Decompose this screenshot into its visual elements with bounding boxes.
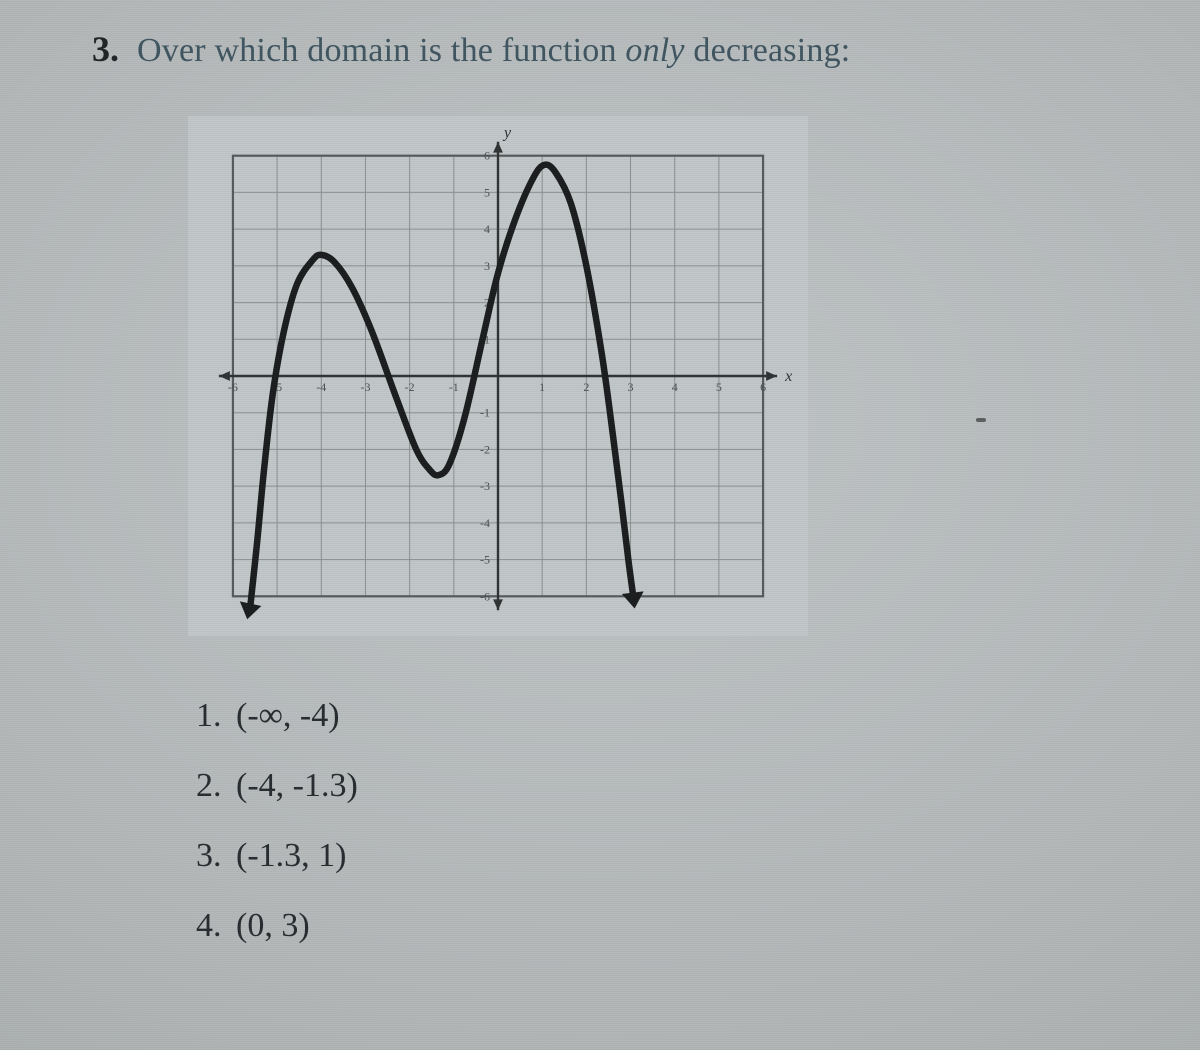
answer-option-4[interactable]: 4. (0, 3) — [196, 907, 1130, 945]
svg-text:-2: -2 — [480, 442, 490, 456]
svg-text:-3: -3 — [360, 380, 370, 394]
question-text-suffix: decreasing: — [685, 32, 851, 69]
answer-number: 4. — [196, 907, 226, 945]
answer-text: (-∞, -4) — [236, 697, 340, 735]
svg-text:-4: -4 — [316, 380, 326, 394]
function-graph: xy-6-5-4-3-2-1123456-6-5-4-3-2-1123456 — [188, 116, 808, 636]
answer-number: 1. — [196, 697, 226, 735]
svg-text:-3: -3 — [480, 479, 490, 493]
svg-text:-5: -5 — [480, 553, 490, 567]
svg-text:x: x — [784, 368, 792, 385]
svg-text:4: 4 — [672, 380, 678, 394]
svg-text:-6: -6 — [480, 589, 490, 603]
svg-text:3: 3 — [628, 380, 634, 394]
answer-number: 2. — [196, 767, 226, 805]
svg-text:4: 4 — [484, 222, 490, 236]
question-text-emphasis: only — [625, 32, 684, 69]
svg-text:2: 2 — [583, 380, 589, 394]
svg-text:-1: -1 — [449, 380, 459, 394]
svg-text:1: 1 — [539, 380, 545, 394]
graph-container: xy-6-5-4-3-2-1123456-6-5-4-3-2-1123456 — [188, 116, 1130, 641]
dust-speck — [976, 418, 986, 422]
svg-text:6: 6 — [484, 149, 490, 163]
answer-option-1[interactable]: 1. (-∞, -4) — [196, 697, 1130, 735]
svg-text:y: y — [502, 125, 512, 142]
question-text-prefix: Over which domain is the function — [137, 32, 625, 69]
answer-option-3[interactable]: 3. (-1.3, 1) — [196, 837, 1130, 875]
svg-text:6: 6 — [760, 380, 766, 394]
answer-option-2[interactable]: 2. (-4, -1.3) — [196, 767, 1130, 805]
svg-text:-2: -2 — [405, 380, 415, 394]
svg-text:-6: -6 — [228, 380, 238, 394]
answer-text: (-4, -1.3) — [236, 767, 358, 805]
answer-number: 3. — [196, 837, 226, 875]
question-number: 3. — [92, 28, 119, 70]
svg-text:-1: -1 — [480, 406, 490, 420]
worksheet-page: 3. Over which domain is the function onl… — [0, 0, 1200, 945]
answer-text: (0, 3) — [236, 907, 310, 945]
svg-text:5: 5 — [484, 185, 490, 199]
svg-text:-4: -4 — [480, 516, 490, 530]
answer-list: 1. (-∞, -4) 2. (-4, -1.3) 3. (-1.3, 1) 4… — [196, 697, 1130, 945]
question-block: 3. Over which domain is the function onl… — [92, 28, 1130, 70]
question-text: Over which domain is the function only d… — [137, 32, 850, 70]
answer-text: (-1.3, 1) — [236, 837, 346, 875]
svg-text:3: 3 — [484, 259, 490, 273]
svg-text:5: 5 — [716, 380, 722, 394]
